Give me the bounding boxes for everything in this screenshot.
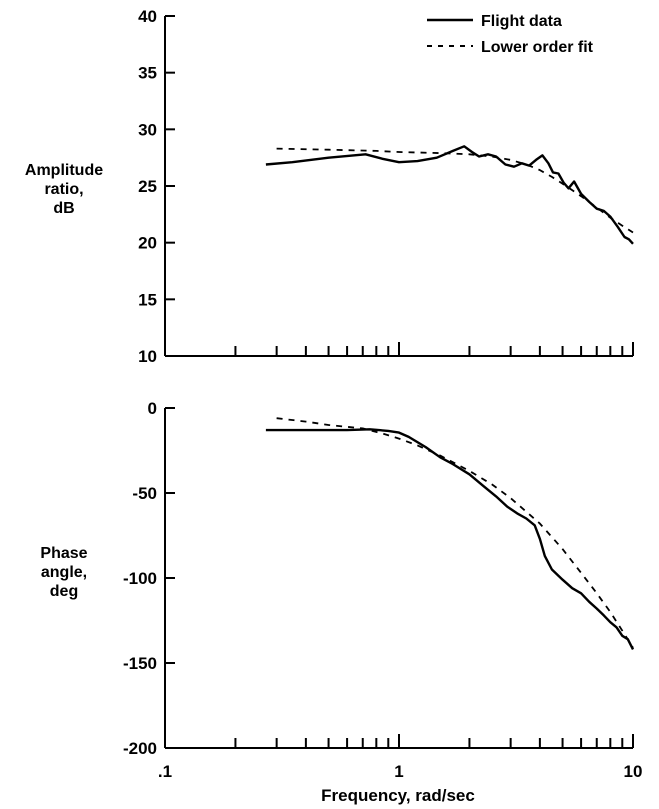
phase-y-tick-label: -50 <box>132 484 157 503</box>
legend: Flight data Lower order fit <box>427 13 594 56</box>
legend-label-flight-data: Flight data <box>481 13 562 30</box>
phase-y-tick-label: -200 <box>123 739 157 758</box>
phase-series-flight-data <box>265 428 635 650</box>
amplitude-y-tick-label: 35 <box>138 64 157 83</box>
phase-y-label-line-2: angle, <box>41 564 87 581</box>
x-tick-labels: .1 1 10 <box>158 762 643 781</box>
phase-y-label-line-3: deg <box>50 583 78 600</box>
amplitude-y-tick-label: 10 <box>138 347 157 366</box>
phase-y-tick-label: -150 <box>123 654 157 673</box>
phase-y-label-line-1: Phase <box>40 545 87 562</box>
x-tick-label: 1 <box>394 762 403 781</box>
phase-y-tick-label: 0 <box>148 399 157 418</box>
amplitude-panel: Amplitude ratio, dB 10 15 20 25 30 35 40 <box>25 7 634 366</box>
amplitude-y-tick-label: 30 <box>138 120 157 139</box>
amplitude-y-label-line-1: Amplitude <box>25 162 103 179</box>
amplitude-y-tick-label: 40 <box>138 7 157 26</box>
amplitude-y-tick-label: 20 <box>138 234 157 253</box>
phase-y-tick-label: -100 <box>123 569 157 588</box>
x-axis-label: Frequency, rad/sec <box>321 786 475 805</box>
amplitude-y-tick-label: 15 <box>138 290 157 309</box>
phase-series-lower-order-fit <box>276 417 634 649</box>
amplitude-y-axis-label: Amplitude ratio, dB <box>25 162 103 217</box>
amplitude-y-tick-label: 25 <box>138 177 157 196</box>
phase-panel: Phase angle, deg -200 -150 -100 -50 0 <box>40 399 635 758</box>
x-tick-label: 10 <box>624 762 643 781</box>
phase-y-axis-label: Phase angle, deg <box>40 545 87 600</box>
amplitude-series-flight-data <box>265 145 634 245</box>
amplitude-y-label-line-3: dB <box>53 200 74 217</box>
amplitude-series-lower-order-fit <box>276 147 634 234</box>
x-tick-label: .1 <box>158 762 172 781</box>
amplitude-y-label-line-2: ratio, <box>44 181 83 198</box>
legend-label-lower-order-fit: Lower order fit <box>481 39 594 56</box>
